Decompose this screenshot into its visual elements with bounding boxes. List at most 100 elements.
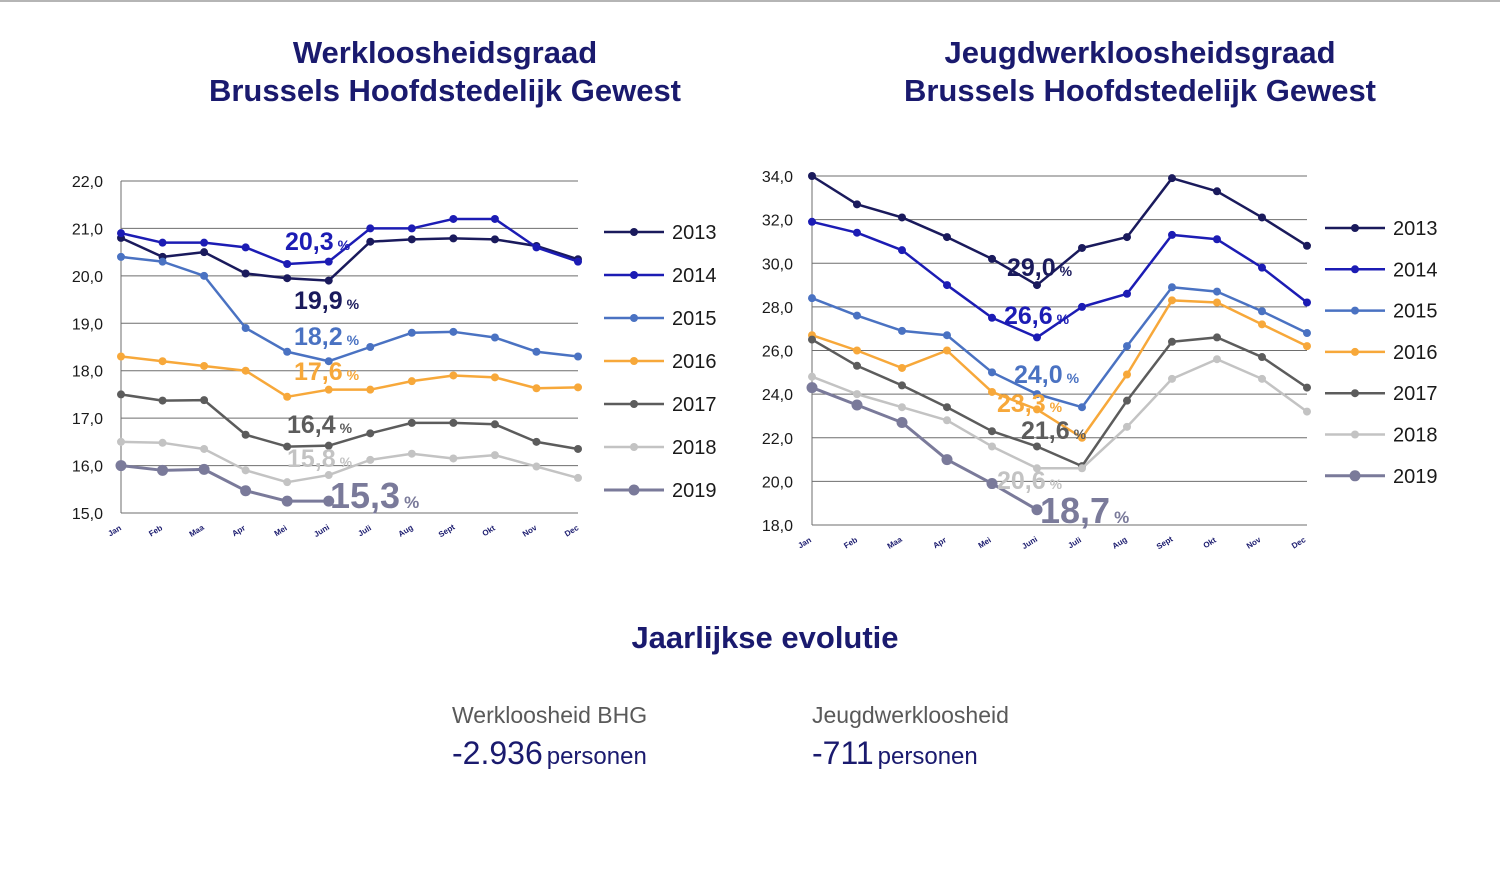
- series-line-2016: [811, 299, 1308, 439]
- data-point-2018: [449, 454, 458, 463]
- data-point-2018: [283, 478, 292, 487]
- data-point-2019: [198, 463, 210, 475]
- data-point-2017: [366, 429, 375, 438]
- data-point-2015: [158, 257, 167, 266]
- data-point-2017: [853, 361, 861, 370]
- value-annotation: 21,6%: [1021, 417, 1087, 445]
- x-tick-label: Sept: [1155, 534, 1175, 551]
- data-point-2016: [200, 361, 209, 370]
- data-point-2014: [943, 281, 951, 290]
- legend-label-2018: 2018: [672, 437, 717, 459]
- x-tick-label: Okt: [1202, 535, 1218, 550]
- data-point-2019: [851, 399, 863, 411]
- data-point-2016: [532, 384, 541, 393]
- data-point-2014: [283, 260, 292, 268]
- value-annotation: 19,9%: [294, 287, 360, 315]
- data-point-2014: [532, 243, 541, 252]
- data-point-2018: [1258, 374, 1266, 383]
- data-point-2019: [240, 485, 252, 497]
- data-point-2014: [158, 238, 167, 247]
- data-point-2015: [1213, 287, 1221, 296]
- annotation-number: 23,3: [997, 390, 1046, 418]
- stat-label: Jeugdwerkloosheid: [812, 702, 1009, 728]
- chart-title-line1: Werkloosheidsgraad: [292, 35, 598, 70]
- data-point-2016: [988, 387, 996, 396]
- data-point-2017: [283, 442, 292, 451]
- x-tick-label: Apr: [931, 535, 947, 550]
- series-line-2019: [811, 386, 1038, 512]
- data-point-2019: [1031, 504, 1043, 516]
- data-point-2019: [323, 495, 335, 507]
- annotation-percent: %: [347, 296, 360, 312]
- annotation-number: 17,6: [294, 358, 343, 386]
- x-tick-label: Nov: [521, 523, 539, 539]
- annotation-number: 29,0: [1007, 254, 1056, 282]
- chart-title-line2: Brussels Hoofdstedelijk Gewest: [208, 73, 682, 108]
- series-line-2014: [811, 220, 1308, 339]
- annotation-number: 15,8: [287, 445, 336, 473]
- data-point-2017: [898, 381, 906, 390]
- y-tick-label: 16,0: [72, 459, 103, 476]
- data-point-2018: [1168, 374, 1176, 383]
- x-tick-label: Feb: [842, 535, 859, 550]
- data-point-2015: [407, 328, 416, 337]
- data-point-2016: [117, 352, 125, 361]
- data-point-2013: [1168, 174, 1176, 183]
- data-point-2017: [1213, 333, 1221, 342]
- data-point-2016: [158, 357, 167, 366]
- legend-marker-2017: [1351, 389, 1359, 398]
- data-point-2017: [241, 430, 250, 439]
- data-point-2014: [1303, 298, 1311, 307]
- data-point-2015: [1078, 403, 1086, 412]
- legend-marker-2016: [1351, 347, 1359, 356]
- legend-marker-2018: [630, 443, 638, 451]
- data-point-2013: [853, 200, 861, 209]
- x-tick-label: Dec: [563, 523, 581, 539]
- data-point-2013: [200, 248, 209, 257]
- legend-marker-2013: [630, 228, 638, 236]
- value-annotation: 16,4%: [287, 411, 353, 439]
- y-tick-label: 22,0: [762, 431, 793, 448]
- data-point-2017: [158, 396, 167, 405]
- data-point-2013: [898, 213, 906, 222]
- data-point-2015: [1033, 390, 1041, 399]
- data-point-2015: [943, 331, 951, 340]
- data-point-2015: [898, 326, 906, 335]
- legend-label-2017: 2017: [1393, 383, 1438, 405]
- annotation-percent: %: [1074, 426, 1087, 442]
- data-point-2016: [1213, 298, 1221, 307]
- value-annotation: 18,7%: [1040, 490, 1129, 531]
- annotation-number: 16,4: [287, 411, 336, 439]
- data-point-2016: [449, 371, 458, 380]
- annotation-number: 20,3: [285, 228, 334, 256]
- data-point-2017: [324, 441, 333, 450]
- annotation-number: 15,3: [330, 475, 400, 516]
- data-point-2015: [574, 352, 582, 361]
- data-point-2019: [157, 464, 169, 476]
- data-point-2018: [988, 442, 996, 451]
- data-point-2016: [574, 383, 582, 392]
- data-point-2013: [1213, 187, 1221, 196]
- data-point-2017: [200, 396, 209, 405]
- value-annotation: 29,0%: [1007, 254, 1073, 282]
- series-line-2018: [811, 357, 1308, 470]
- annotation-percent: %: [340, 454, 353, 470]
- annotation-percent: %: [1050, 476, 1063, 492]
- legend-marker-2018: [1351, 430, 1359, 439]
- x-tick-label: Aug: [1111, 535, 1129, 551]
- value-annotation: 15,3%: [330, 475, 419, 516]
- legend-label-2017: 2017: [672, 394, 717, 416]
- data-point-2014: [449, 214, 458, 223]
- data-point-2016: [241, 366, 250, 375]
- data-point-2016: [853, 346, 861, 355]
- x-tick-label: Juli: [1066, 535, 1082, 550]
- legend-label-2016: 2016: [672, 351, 717, 373]
- data-point-2014: [808, 217, 816, 226]
- data-point-2017: [1303, 383, 1311, 392]
- legend-marker-2015: [630, 314, 638, 322]
- data-point-2015: [808, 294, 816, 303]
- data-point-2014: [574, 257, 582, 266]
- annotation-percent: %: [347, 332, 360, 348]
- data-point-2015: [449, 327, 458, 336]
